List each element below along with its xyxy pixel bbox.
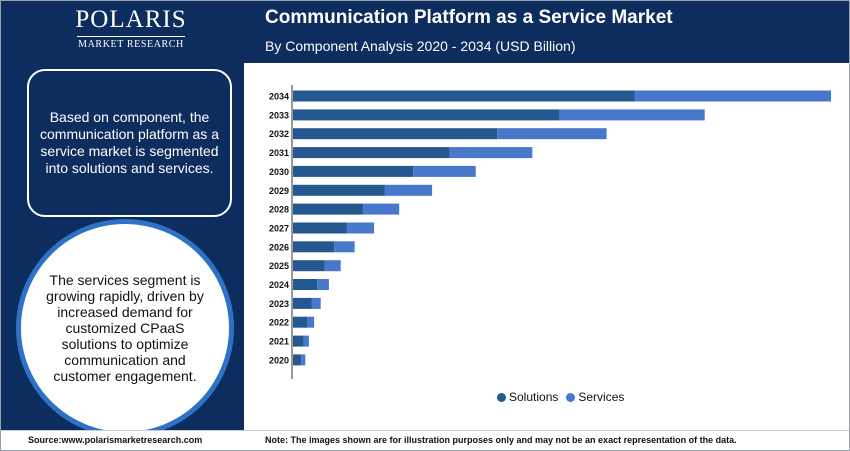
chart-subtitle: By Component Analysis 2020 - 2034 (USD B… — [265, 38, 576, 54]
legend-swatch-solutions — [497, 392, 506, 402]
chart-legend: Solutions Services — [497, 390, 632, 404]
bar-services-2024 — [317, 279, 329, 290]
legend-item-solutions: Solutions — [497, 390, 558, 404]
bar-solutions-2023 — [293, 297, 312, 309]
bar-solutions-2029 — [293, 184, 385, 196]
bar-solutions-2028 — [293, 203, 364, 215]
bar-solutions-2025 — [293, 260, 325, 272]
segmentation-summary-box: Based on component, the communication pl… — [27, 69, 232, 217]
y-tick-label-2028: 2028 — [269, 205, 289, 215]
bar-chart: 2034 2033 2032 2031 2030 2029 2028 2027 2026 2025… — [269, 85, 831, 379]
legend-label-services: Services — [578, 390, 625, 404]
bar-services-2032 — [497, 128, 607, 140]
legend-label-solutions: Solutions — [509, 390, 559, 404]
y-tick-label-2024: 2024 — [269, 280, 289, 290]
segmentation-summary-text: Based on component, the communication pl… — [40, 109, 219, 176]
legend-item-services: Services — [566, 390, 624, 404]
y-tick-label-2033: 2033 — [269, 110, 289, 120]
brand-logo: POLARIS MARKET RESEARCH — [1, 1, 246, 63]
services-highlight-text: The services segment is growing rapidly,… — [46, 272, 204, 384]
y-tick-label-2032: 2032 — [269, 129, 289, 139]
bar-services-2034 — [634, 90, 831, 102]
bar-solutions-2020 — [293, 354, 302, 366]
brand-name: POLARIS — [75, 6, 187, 33]
y-tick-label-2030: 2030 — [269, 167, 289, 177]
bar-services-2031 — [449, 147, 533, 159]
bar-solutions-2031 — [293, 147, 450, 159]
header-banner: POLARIS MARKET RESEARCH Communication Pl… — [1, 1, 849, 63]
y-tick-label-2025: 2025 — [269, 261, 289, 271]
legend-swatch-services — [566, 392, 576, 402]
bar-services-2029 — [384, 184, 433, 196]
bar-services-2020 — [301, 354, 306, 366]
y-tick-label-2023: 2023 — [269, 299, 289, 309]
bar-solutions-2026 — [293, 241, 335, 253]
bar-services-2028 — [363, 203, 400, 215]
bar-services-2026 — [334, 241, 355, 253]
bar-solutions-2032 — [293, 128, 498, 140]
y-tick-label-2026: 2026 — [269, 242, 289, 252]
bar-services-2033 — [559, 109, 705, 121]
chart-title: Communication Platform as a Service Mark… — [265, 7, 673, 28]
y-tick-label-2034: 2034 — [269, 92, 289, 102]
bar-solutions-2021 — [293, 335, 304, 347]
logo-divider — [77, 36, 185, 37]
y-tick-label-2021: 2021 — [269, 337, 289, 347]
source-credit: Source:www.polarismarketresearch.com — [28, 435, 203, 445]
bar-solutions-2034 — [293, 90, 635, 102]
bar-solutions-2022 — [293, 316, 308, 328]
brand-tagline: MARKET RESEARCH — [78, 39, 184, 50]
bar-solutions-2030 — [293, 165, 414, 177]
sidebar-panel: Based on component, the communication pl… — [1, 63, 244, 437]
bar-services-2023 — [311, 297, 321, 309]
bar-services-2027 — [346, 222, 375, 234]
y-tick-label-2031: 2031 — [269, 148, 289, 158]
y-tick-label-2022: 2022 — [269, 318, 289, 328]
y-tick-label-2027: 2027 — [269, 223, 289, 233]
disclaimer-note: Note: The images shown are for illustrat… — [265, 435, 737, 445]
services-highlight-circle: The services segment is growing rapidly,… — [16, 219, 234, 437]
bar-solutions-2033 — [293, 109, 560, 121]
y-tick-label-2029: 2029 — [269, 186, 289, 196]
bar-services-2025 — [324, 260, 341, 272]
bar-services-2030 — [413, 165, 476, 177]
bar-services-2022 — [307, 316, 315, 328]
footer-bar: Source:www.polarismarketresearch.com Not… — [1, 430, 849, 450]
bar-solutions-2027 — [293, 222, 347, 234]
bar-services-2021 — [303, 335, 309, 347]
bar-solutions-2024 — [293, 279, 318, 290]
y-tick-label-2020: 2020 — [269, 355, 289, 365]
